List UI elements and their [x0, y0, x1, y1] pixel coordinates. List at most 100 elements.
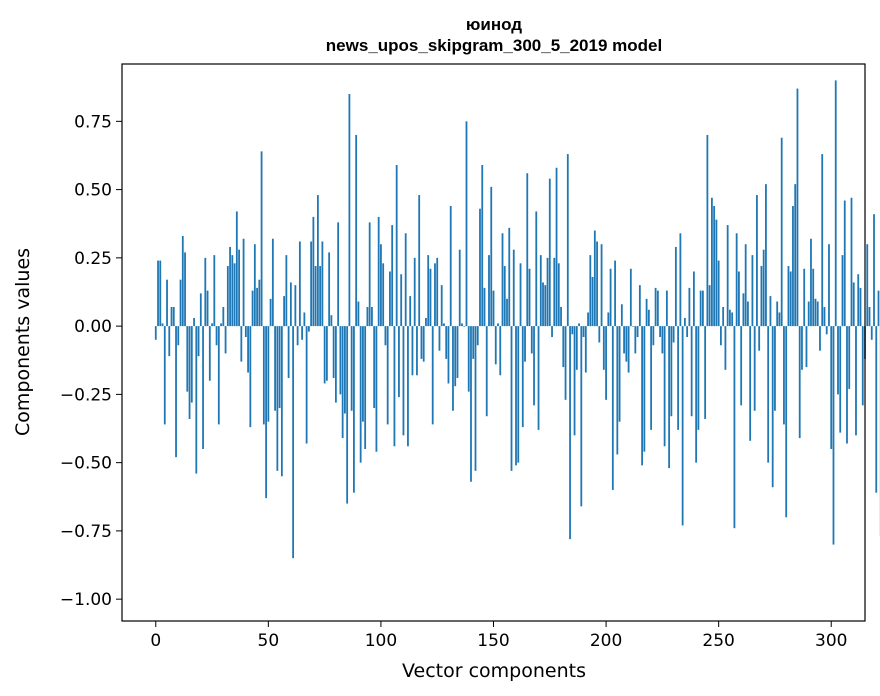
- bar: [181, 236, 184, 327]
- bar: [792, 205, 794, 327]
- bar: [843, 200, 846, 327]
- bar: [409, 296, 412, 327]
- bar: [384, 326, 387, 346]
- bar: [449, 205, 452, 327]
- bar: [177, 326, 180, 346]
- bar: [328, 252, 331, 327]
- bar: [708, 285, 711, 327]
- bar: [663, 326, 666, 447]
- bar: [427, 255, 430, 327]
- bar: [443, 323, 445, 327]
- bar: [533, 326, 535, 406]
- bar: [605, 326, 607, 400]
- bar: [323, 326, 326, 384]
- bar: [521, 326, 524, 428]
- bar: [465, 121, 468, 327]
- bar: [226, 266, 229, 327]
- bar: [562, 326, 565, 368]
- bar: [224, 326, 227, 354]
- bar: [157, 260, 159, 327]
- bar: [208, 326, 211, 381]
- bar: [542, 282, 544, 327]
- bar: [467, 326, 470, 392]
- bar: [154, 326, 157, 340]
- bar: [738, 271, 740, 327]
- bar: [677, 326, 680, 430]
- bar: [204, 257, 207, 327]
- bar: [404, 233, 407, 327]
- bar: [616, 326, 619, 455]
- bar: [870, 326, 873, 340]
- bar: [679, 233, 682, 327]
- bar: [643, 326, 646, 452]
- bar: [634, 326, 637, 354]
- bar: [418, 195, 421, 327]
- bar: [528, 268, 531, 327]
- bar: [425, 317, 427, 327]
- bar: [508, 227, 511, 327]
- bar: [233, 263, 236, 327]
- bar: [720, 326, 722, 346]
- bar: [190, 326, 193, 403]
- bar: [780, 137, 783, 327]
- bar: [355, 134, 358, 327]
- bar: [645, 298, 648, 327]
- bar: [253, 244, 256, 327]
- bar: [472, 326, 475, 359]
- bar: [807, 301, 810, 327]
- bar: [407, 326, 409, 447]
- bar: [186, 326, 189, 392]
- bar: [515, 326, 517, 466]
- bar: [875, 326, 878, 493]
- y-tick-label: −0.25: [60, 385, 112, 405]
- bar: [283, 296, 286, 327]
- bar: [452, 326, 454, 411]
- bar: [733, 326, 736, 529]
- bar: [485, 326, 488, 417]
- x-tick-label: 0: [150, 631, 161, 651]
- bar: [445, 326, 448, 359]
- bar: [582, 326, 585, 338]
- bar: [699, 290, 702, 327]
- bar: [704, 326, 707, 419]
- bar: [271, 238, 274, 327]
- bar: [321, 241, 324, 327]
- bar: [276, 326, 279, 471]
- bar: [461, 323, 463, 327]
- bar: [159, 260, 162, 327]
- bar: [481, 165, 484, 327]
- bar: [767, 326, 770, 463]
- bar: [765, 184, 767, 327]
- bar: [868, 307, 871, 327]
- bar: [575, 326, 578, 370]
- bar: [814, 298, 817, 327]
- bar: [830, 326, 833, 449]
- bar: [722, 307, 725, 327]
- y-tick-label: 0.50: [74, 181, 112, 201]
- bar: [222, 307, 225, 327]
- bar: [416, 326, 418, 376]
- bar: [292, 326, 295, 559]
- bar: [607, 312, 610, 327]
- bar: [841, 255, 844, 327]
- bar: [517, 326, 520, 463]
- bar: [661, 326, 664, 354]
- bar: [197, 326, 200, 357]
- bar: [170, 307, 173, 327]
- bar: [729, 309, 731, 327]
- y-tick-label: −0.75: [60, 522, 112, 542]
- y-tick-label: 0.25: [74, 249, 112, 269]
- bar: [877, 290, 880, 327]
- y-tick-label: 0.00: [74, 317, 112, 337]
- bar: [855, 326, 857, 436]
- bar: [596, 241, 598, 327]
- bar: [470, 326, 472, 482]
- bar: [566, 154, 569, 327]
- bar: [249, 326, 252, 428]
- bar: [812, 268, 815, 327]
- bar: [564, 326, 567, 400]
- bar: [512, 249, 515, 327]
- bar: [537, 326, 540, 430]
- bar: [697, 326, 700, 430]
